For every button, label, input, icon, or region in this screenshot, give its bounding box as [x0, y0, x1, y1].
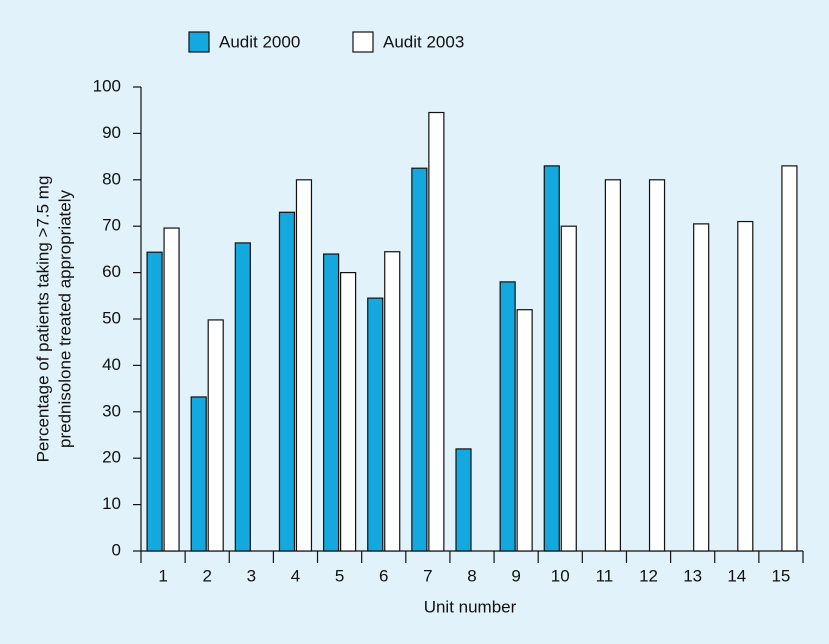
- bar: [146, 251, 163, 552]
- bar: [428, 111, 445, 552]
- bar: [295, 179, 313, 552]
- bar: [693, 223, 710, 552]
- bar: [781, 165, 798, 552]
- x-tick-label: 9: [511, 566, 520, 585]
- y-tick-label: 20: [102, 448, 121, 467]
- y-axis-label: Percentage of patients taking >7.5 mg: [33, 176, 52, 463]
- y-tick-label: 30: [102, 401, 121, 420]
- x-tick-label: 10: [551, 566, 570, 585]
- bar: [543, 165, 560, 552]
- bar: [604, 179, 622, 552]
- bar: [737, 220, 754, 552]
- x-tick-label: 12: [639, 566, 658, 585]
- x-tick-label: 15: [771, 566, 790, 585]
- x-tick-label: 14: [727, 566, 746, 585]
- legend-swatch: [188, 31, 210, 53]
- x-tick-label: 3: [247, 566, 256, 585]
- y-tick-label: 40: [102, 355, 121, 374]
- x-tick-label: 5: [335, 566, 344, 585]
- y-tick-label: 100: [93, 76, 121, 95]
- bar: [340, 272, 357, 552]
- bar: [190, 396, 207, 552]
- y-tick-label: 80: [102, 169, 121, 188]
- bar: [384, 251, 401, 552]
- y-axis-label: prednisolone treated appropriately: [55, 190, 74, 449]
- x-tick-label: 11: [596, 566, 614, 585]
- x-axis-label: Unit number: [424, 597, 517, 616]
- y-tick-label: 70: [102, 216, 121, 235]
- bar: [499, 281, 516, 552]
- x-tick-label: 2: [202, 566, 211, 585]
- y-tick-label: 50: [102, 308, 121, 327]
- x-tick-label: 1: [158, 566, 167, 585]
- y-tick-label: 90: [102, 123, 121, 142]
- y-tick-label: 0: [112, 540, 121, 559]
- bar: [411, 167, 428, 552]
- x-tick-label: 4: [291, 566, 300, 585]
- bar: [323, 253, 340, 552]
- bar: [516, 309, 533, 552]
- bar: [455, 448, 472, 552]
- x-tick-label: 7: [423, 566, 432, 585]
- legend-swatch: [352, 31, 374, 53]
- y-tick-label: 60: [102, 262, 121, 281]
- bar: [560, 225, 577, 552]
- bar: [163, 227, 180, 552]
- x-tick-label: 13: [683, 566, 702, 585]
- bar: [234, 242, 251, 552]
- bar: [278, 211, 296, 552]
- legend-label: Audit 2003: [383, 32, 464, 51]
- bar: [207, 319, 224, 552]
- bar: [367, 297, 384, 552]
- x-tick-label: 8: [467, 566, 476, 585]
- bar: [648, 179, 666, 552]
- y-tick-label: 10: [102, 494, 121, 513]
- x-tick-label: 6: [379, 566, 388, 585]
- legend-label: Audit 2000: [219, 32, 300, 51]
